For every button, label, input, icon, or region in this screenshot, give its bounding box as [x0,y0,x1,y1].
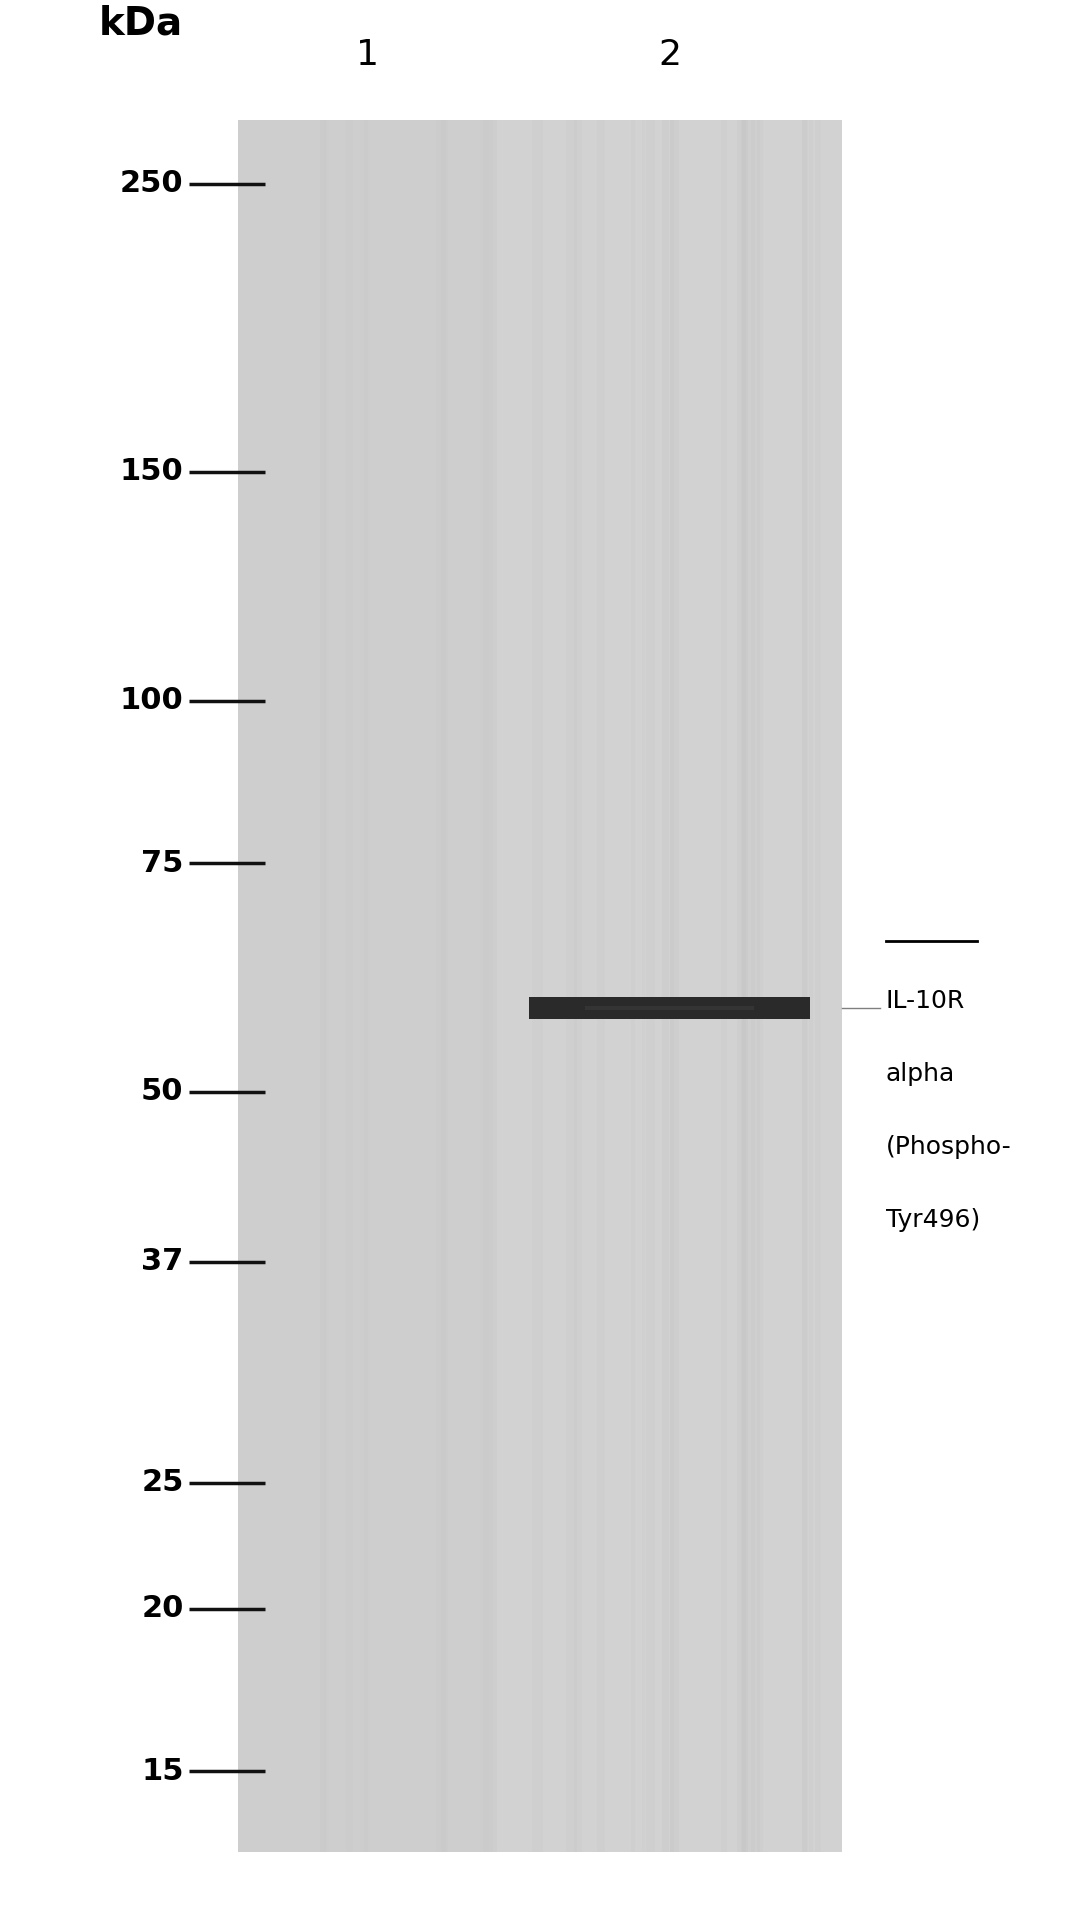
Bar [642,120,645,1852]
Bar [320,120,327,1852]
Bar [757,120,762,1852]
Bar [742,120,755,1852]
Text: alpha: alpha [886,1063,955,1086]
Bar [751,120,760,1852]
Text: 250: 250 [120,170,184,199]
Bar [573,120,582,1852]
Text: 50: 50 [141,1076,184,1107]
Bar [597,120,605,1852]
Bar [364,120,368,1852]
Bar [346,120,353,1852]
Text: 2: 2 [658,37,681,71]
Bar [741,120,748,1852]
Bar [566,120,577,1852]
Bar [631,120,635,1852]
Bar [441,120,448,1852]
Bar [646,120,656,1852]
Bar [481,120,489,1852]
Bar [238,120,842,1852]
Text: 150: 150 [120,457,184,486]
Text: 37: 37 [141,1248,184,1277]
Bar [802,120,808,1852]
Bar [809,120,813,1852]
Text: Tyr496): Tyr496) [886,1208,980,1233]
Text: 1: 1 [355,37,379,71]
Bar [324,120,329,1852]
Bar [662,120,670,1852]
Bar [320,120,326,1852]
Bar [738,120,746,1852]
Bar [815,120,821,1852]
Bar [436,120,446,1852]
Bar [238,120,497,1852]
Bar [585,1005,754,1011]
Bar [483,120,494,1852]
Text: 100: 100 [120,687,184,716]
Text: (Phospho-: (Phospho- [886,1134,1011,1159]
Bar [802,120,807,1852]
Text: 15: 15 [141,1757,184,1786]
Bar [361,120,370,1852]
Text: 25: 25 [141,1468,184,1497]
Bar [720,120,728,1852]
Text: 20: 20 [141,1595,184,1624]
Bar [670,120,679,1852]
Bar [529,997,810,1019]
Text: 75: 75 [141,849,184,878]
Text: IL-10R: IL-10R [886,990,964,1013]
Text: kDa: kDa [98,4,183,42]
Bar [532,120,543,1852]
Bar [670,120,674,1852]
